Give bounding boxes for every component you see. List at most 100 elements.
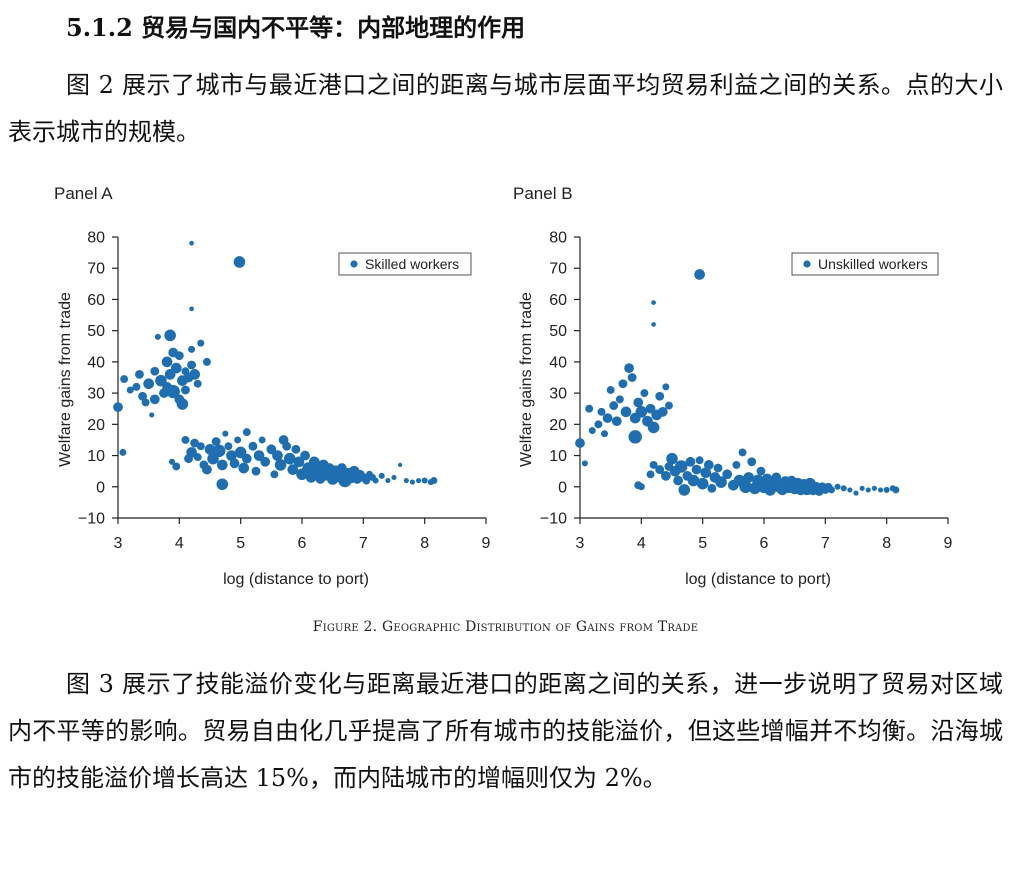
data-point: [696, 477, 709, 490]
data-point: [258, 436, 266, 444]
data-point: [149, 394, 160, 405]
data-point: [637, 483, 645, 491]
data-point: [640, 389, 649, 398]
data-point: [166, 384, 180, 399]
paragraph-1: 图 2 展示了城市与最近港口之间的距离与城市层面平均贸易利益之间的关系。点的大小…: [8, 62, 1003, 156]
y-tick-label: 70: [87, 261, 105, 278]
data-point: [687, 474, 700, 487]
data-point: [233, 256, 246, 268]
data-point: [694, 269, 705, 280]
data-point: [300, 450, 310, 461]
data-point: [150, 366, 160, 376]
data-point: [421, 477, 428, 484]
x-tick-label: 7: [359, 535, 368, 552]
data-point: [615, 395, 624, 404]
data-point: [827, 486, 835, 494]
data-point: [646, 470, 655, 479]
data-point: [624, 363, 634, 374]
data-point: [202, 357, 211, 366]
data-point: [715, 476, 727, 488]
data-point: [840, 485, 847, 492]
x-tick-label: 3: [114, 535, 123, 552]
data-point: [226, 450, 237, 461]
data-point: [633, 397, 644, 408]
data-point: [771, 472, 782, 483]
x-tick-label: 8: [882, 535, 891, 552]
data-point: [651, 322, 656, 327]
y-tick-label: 50: [549, 323, 567, 340]
data-point: [119, 448, 127, 456]
data-point: [673, 475, 684, 486]
data-point: [283, 452, 296, 465]
data-point: [202, 464, 212, 475]
data-point: [170, 362, 182, 374]
data-point: [211, 437, 221, 446]
paragraph-2: 图 3 展示了技能溢价变化与距离最近港口的距离之间的关系，进一步说明了贸易对区域…: [8, 661, 1003, 802]
y-tick-label: 20: [549, 417, 567, 434]
x-tick-label: 4: [637, 535, 646, 552]
data-point: [602, 413, 613, 423]
y-tick-label: 60: [87, 292, 105, 309]
data-point: [666, 452, 678, 465]
legend-label: Unskilled workers: [818, 256, 928, 272]
paragraph-1-text: 图 2 展示了城市与最近港口之间的距离与城市层面平均贸易利益之间的关系。点的大小…: [8, 71, 1003, 146]
data-point: [193, 379, 202, 388]
data-point: [132, 382, 141, 391]
data-points: [113, 240, 438, 491]
section-title: 5.1.2 贸易与国内不平等：内部地理的作用: [66, 13, 526, 42]
legend: Skilled workers: [338, 252, 472, 276]
data-point: [685, 456, 696, 467]
data-point: [649, 460, 658, 469]
y-tick-label: 30: [87, 386, 105, 403]
y-tick-label: 0: [558, 479, 567, 496]
data-point: [739, 480, 752, 494]
x-axis-label: log (distance to port): [685, 571, 831, 588]
data-point: [627, 373, 637, 382]
data-point: [186, 447, 197, 458]
data-point: [756, 466, 766, 476]
data-point: [660, 470, 671, 481]
data-point: [197, 339, 205, 347]
data-point: [713, 463, 723, 473]
data-point: [871, 485, 877, 491]
data-point: [126, 386, 134, 394]
x-tick-label: 5: [236, 535, 245, 552]
x-tick-label: 9: [482, 535, 491, 552]
y-tick-label: 80: [549, 230, 567, 247]
data-point: [385, 477, 391, 484]
figure-caption-text: Figure 2. Geographic Distribution of Gai…: [312, 619, 699, 635]
data-point: [222, 430, 229, 437]
data-point: [141, 398, 150, 407]
x-tick-label: 8: [420, 535, 429, 552]
y-tick-label: 80: [87, 230, 105, 247]
data-point: [251, 466, 261, 476]
data-point: [834, 483, 841, 490]
data-point: [738, 448, 747, 457]
data-points: [575, 269, 900, 496]
x-tick-label: 4: [175, 535, 184, 552]
panel-label: Panel A: [54, 184, 113, 203]
data-point: [308, 456, 320, 468]
data-point: [188, 345, 196, 353]
data-point: [260, 456, 271, 467]
data-point: [883, 486, 890, 493]
data-point: [743, 472, 755, 483]
data-point: [293, 456, 305, 468]
y-tick-label: 20: [87, 417, 105, 434]
data-point: [628, 430, 642, 444]
legend-label: Skilled workers: [365, 256, 459, 272]
data-point: [430, 477, 438, 485]
x-tick-label: 3: [576, 535, 585, 552]
data-point: [662, 383, 670, 391]
legend-marker: [803, 260, 811, 268]
y-tick-label: 50: [87, 323, 105, 340]
data-point: [253, 450, 265, 461]
data-point: [664, 401, 673, 410]
data-point: [892, 486, 900, 494]
data-point: [647, 421, 660, 434]
data-point: [657, 406, 668, 417]
data-point: [609, 401, 619, 411]
y-tick-label: 10: [549, 448, 567, 465]
data-point: [398, 462, 403, 468]
